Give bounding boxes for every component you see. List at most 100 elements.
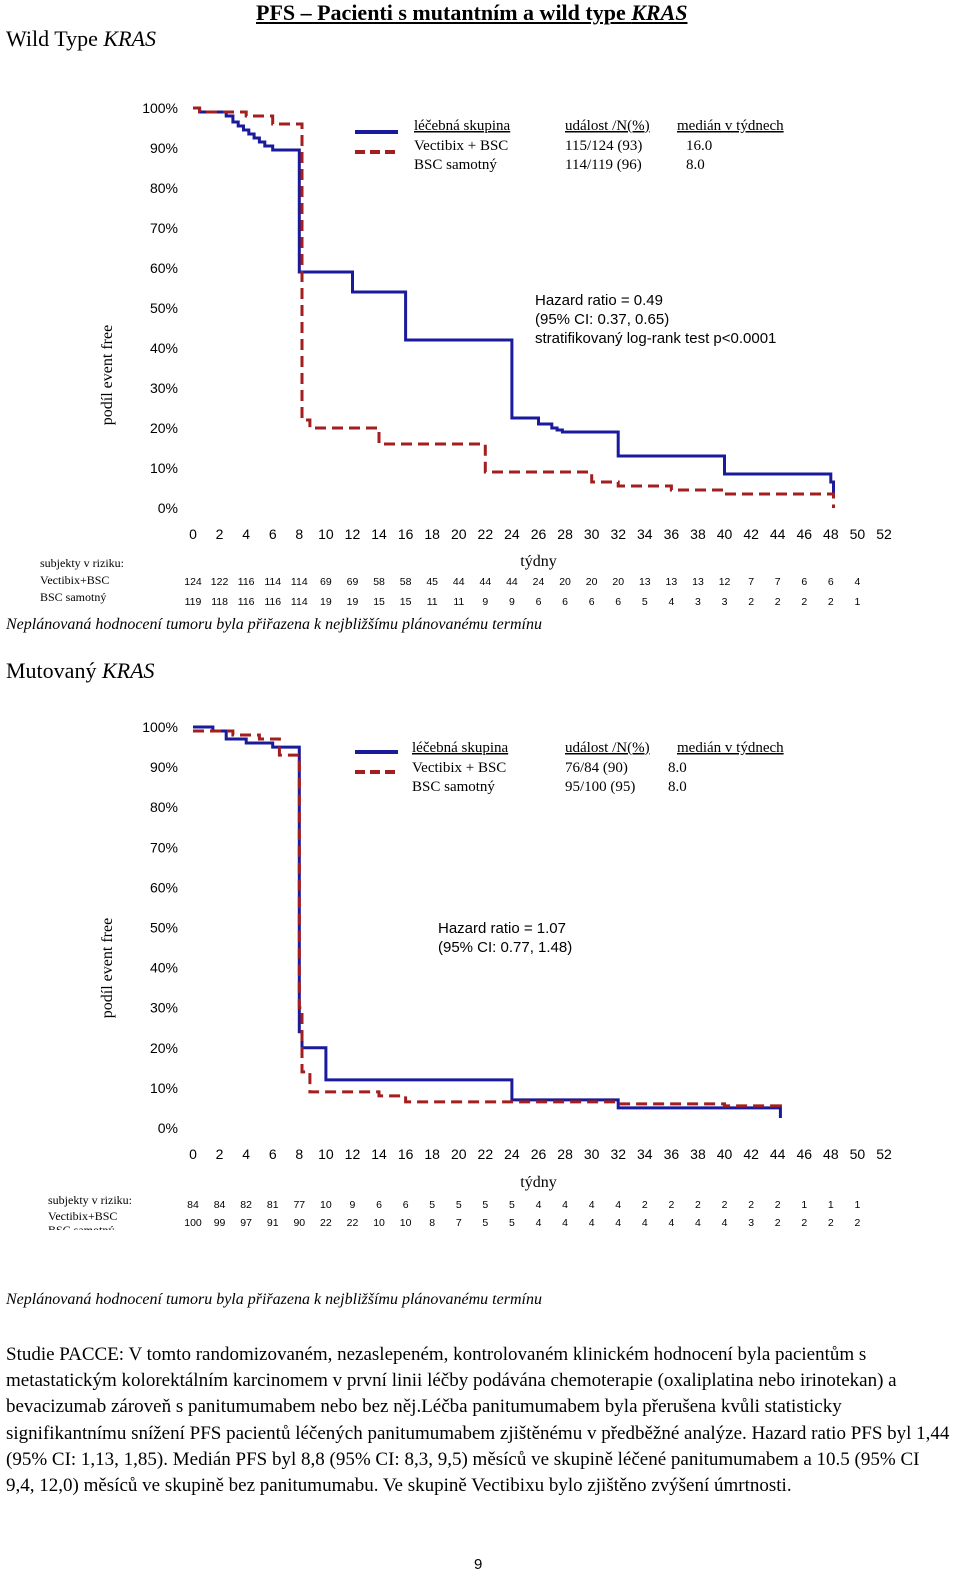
risk-count: 22 [347, 1217, 359, 1229]
risk-count: 118 [211, 596, 228, 608]
risk-count: 45 [426, 576, 438, 588]
risk-count: 20 [559, 576, 571, 588]
x-tick-label: 16 [398, 1146, 414, 1162]
legend-header: událost /N(%) [565, 740, 650, 756]
x-tick-label: 46 [796, 526, 812, 542]
unscheduled-assessment-note-2: Neplánovaná hodnocení tumoru byla přiřaz… [6, 1291, 542, 1308]
risk-count: 15 [400, 596, 412, 608]
y-tick-label: 10% [150, 460, 178, 476]
legend-entry-median: 16.0 [686, 138, 712, 154]
x-tick-label: 40 [717, 526, 733, 542]
risk-row-label: Vectibix+BSC [48, 1209, 117, 1223]
x-tick-label: 4 [242, 1146, 250, 1162]
risk-row-label: BSC samotný [48, 1223, 114, 1230]
risk-count: 1 [801, 1199, 807, 1211]
risk-table-title: subjekty v riziku: [48, 1193, 132, 1207]
risk-count: 100 [184, 1217, 202, 1229]
risk-count: 1 [855, 596, 861, 608]
risk-count: 4 [615, 1217, 621, 1229]
risk-count: 5 [482, 1199, 488, 1211]
hazard-ratio-annotation: Hazard ratio = 0.49 [535, 292, 663, 309]
risk-count: 4 [695, 1217, 701, 1229]
y-axis-title: podíl event free [99, 325, 116, 425]
x-tick-label: 26 [531, 1146, 547, 1162]
y-tick-label: 40% [150, 960, 178, 976]
risk-count: 11 [427, 596, 438, 608]
x-tick-label: 42 [743, 526, 759, 542]
risk-count: 9 [350, 1199, 356, 1211]
y-tick-label: 50% [150, 300, 178, 316]
x-tick-label: 34 [637, 526, 653, 542]
x-tick-label: 22 [478, 1146, 494, 1162]
risk-count: 2 [801, 596, 807, 608]
risk-count: 8 [429, 1217, 435, 1229]
y-tick-label: 60% [150, 879, 178, 895]
risk-count: 1 [828, 1199, 834, 1211]
hazard-ratio-annotation: Hazard ratio = 1.07 [438, 920, 566, 937]
x-tick-label: 2 [216, 1146, 224, 1162]
risk-count: 2 [722, 1199, 728, 1211]
y-tick-label: 30% [150, 380, 178, 396]
y-tick-label: 0% [158, 500, 178, 516]
series-line-bsc [193, 729, 782, 1110]
x-tick-label: 4 [242, 526, 250, 542]
x-tick-label: 12 [345, 526, 361, 542]
x-tick-label: 48 [823, 1146, 839, 1162]
series-line-vectibix [193, 106, 835, 494]
risk-count: 13 [666, 576, 678, 588]
risk-count: 58 [373, 576, 385, 588]
risk-count: 4 [562, 1217, 568, 1229]
risk-count: 6 [403, 1199, 409, 1211]
x-tick-label: 34 [637, 1146, 653, 1162]
risk-count: 6 [376, 1199, 382, 1211]
y-tick-label: 70% [150, 220, 178, 236]
risk-count: 44 [506, 576, 518, 588]
risk-count: 44 [453, 576, 465, 588]
risk-count: 1 [855, 1199, 861, 1211]
risk-row-label: BSC samotný [40, 590, 106, 604]
risk-count: 2 [642, 1199, 648, 1211]
x-tick-label: 44 [770, 1146, 786, 1162]
risk-count: 6 [801, 576, 807, 588]
risk-count: 91 [267, 1217, 279, 1229]
risk-count: 4 [722, 1217, 728, 1229]
x-tick-label: 14 [371, 526, 387, 542]
x-tick-label: 36 [664, 526, 680, 542]
risk-count: 3 [722, 596, 728, 608]
risk-count: 69 [347, 576, 359, 588]
legend-entry-events: 95/100 (95) [565, 779, 635, 795]
pacce-study-text: Studie PACCE: V tomto randomizovaném, ne… [6, 1344, 950, 1497]
risk-count: 82 [240, 1199, 252, 1211]
risk-count: 4 [589, 1217, 595, 1229]
risk-count: 2 [828, 596, 834, 608]
risk-count: 90 [293, 1217, 305, 1229]
x-tick-label: 50 [850, 526, 866, 542]
risk-count: 6 [828, 576, 834, 588]
risk-count: 3 [748, 1217, 754, 1229]
risk-count: 4 [668, 596, 674, 608]
x-tick-label: 0 [189, 1146, 197, 1162]
x-tick-label: 52 [876, 526, 892, 542]
series-line-bsc [193, 106, 835, 508]
risk-count: 13 [639, 576, 651, 588]
x-tick-label: 28 [557, 1146, 573, 1162]
y-tick-label: 30% [150, 1000, 178, 1016]
x-tick-label: 28 [557, 526, 573, 542]
legend-entry-median: 8.0 [668, 760, 687, 776]
risk-count: 5 [509, 1199, 515, 1211]
risk-count: 20 [586, 576, 598, 588]
x-tick-label: 48 [823, 526, 839, 542]
risk-count: 10 [400, 1217, 412, 1229]
risk-count: 19 [320, 596, 332, 608]
risk-count: 13 [692, 576, 704, 588]
risk-count: 114 [291, 576, 308, 588]
x-tick-label: 52 [876, 1146, 892, 1162]
y-tick-label: 50% [150, 920, 178, 936]
x-tick-label: 40 [717, 1146, 733, 1162]
mutant-heading: Mutovaný KRAS [6, 658, 155, 683]
risk-count: 116 [264, 596, 281, 608]
risk-count: 99 [214, 1217, 226, 1229]
risk-count: 3 [695, 596, 701, 608]
risk-count: 4 [536, 1217, 542, 1229]
y-tick-label: 60% [150, 260, 178, 276]
